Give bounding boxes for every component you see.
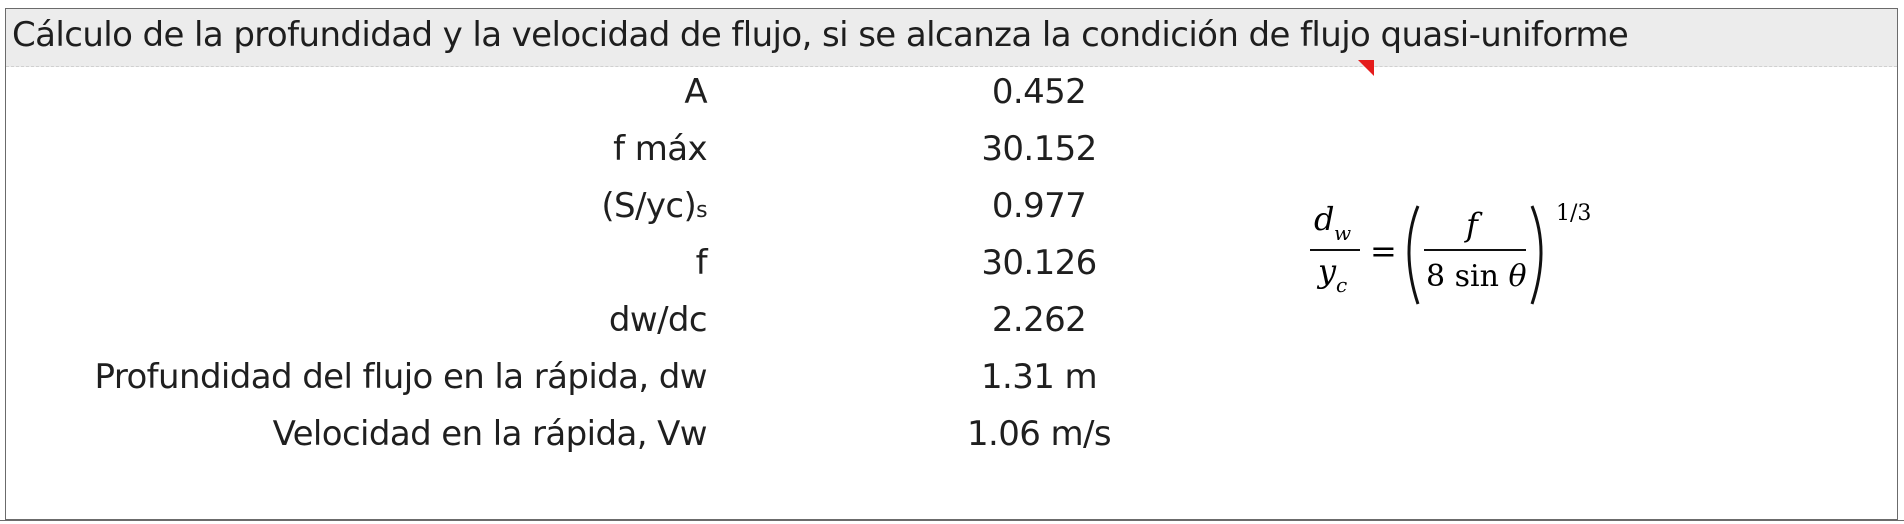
formula-inner-den-var: θ (1508, 259, 1526, 294)
bottom-gridline (0, 520, 1904, 521)
formula-inner-den: 8 sin θ (1426, 259, 1527, 294)
cell-value-depth[interactable]: 1.31 m (980, 357, 1098, 397)
cell-value-dw-dc[interactable]: 2.262 (991, 300, 1087, 340)
formula-den-var: y (1316, 252, 1337, 290)
formula-num-sub: w (1334, 221, 1351, 245)
row-label-dw-dc[interactable]: dw/dc (608, 300, 708, 340)
section-title: Cálculo de la profundidad y la velocidad… (12, 15, 1629, 55)
row-label-s-yc-main: (S/yc) (601, 186, 697, 226)
formula-inner-den-coef: 8 sin (1426, 259, 1508, 294)
formula-right-paren (1530, 205, 1543, 305)
cell-value-f-max[interactable]: 30.152 (981, 129, 1097, 169)
cell-value-s-yc[interactable]: 0.977 (991, 186, 1087, 226)
equation-object[interactable]: d w y c = f 8 sin θ 1/3 (1306, 200, 1636, 320)
formula-num-var: d (1314, 200, 1334, 238)
formula-equals: = (1370, 232, 1397, 270)
row-label-depth[interactable]: Profundidad del flujo en la rápida, dw (94, 357, 708, 397)
row-label-s-yc[interactable]: (S/yc)s (601, 186, 707, 226)
row-label-a[interactable]: A (684, 72, 707, 112)
row-label-s-yc-sub: s (696, 198, 707, 223)
spreadsheet-region: Cálculo de la profundidad y la velocidad… (5, 8, 1898, 520)
formula-den-sub: c (1336, 273, 1347, 297)
cell-value-f[interactable]: 30.126 (981, 243, 1097, 283)
cell-value-velocity[interactable]: 1.06 m/s (967, 414, 1112, 454)
formula-exponent: 1/3 (1556, 201, 1591, 226)
comment-indicator-icon[interactable] (1358, 60, 1374, 76)
row-label-f[interactable]: f (695, 243, 708, 283)
header-row[interactable]: Cálculo de la profundidad y la velocidad… (6, 9, 1897, 67)
row-label-f-max[interactable]: f máx (613, 129, 707, 169)
formula-left-paren (1407, 205, 1420, 305)
cell-value-a[interactable]: 0.452 (991, 72, 1087, 112)
formula-inner-num: f (1464, 206, 1483, 244)
row-label-velocity[interactable]: Velocidad en la rápida, Vw (272, 414, 708, 454)
